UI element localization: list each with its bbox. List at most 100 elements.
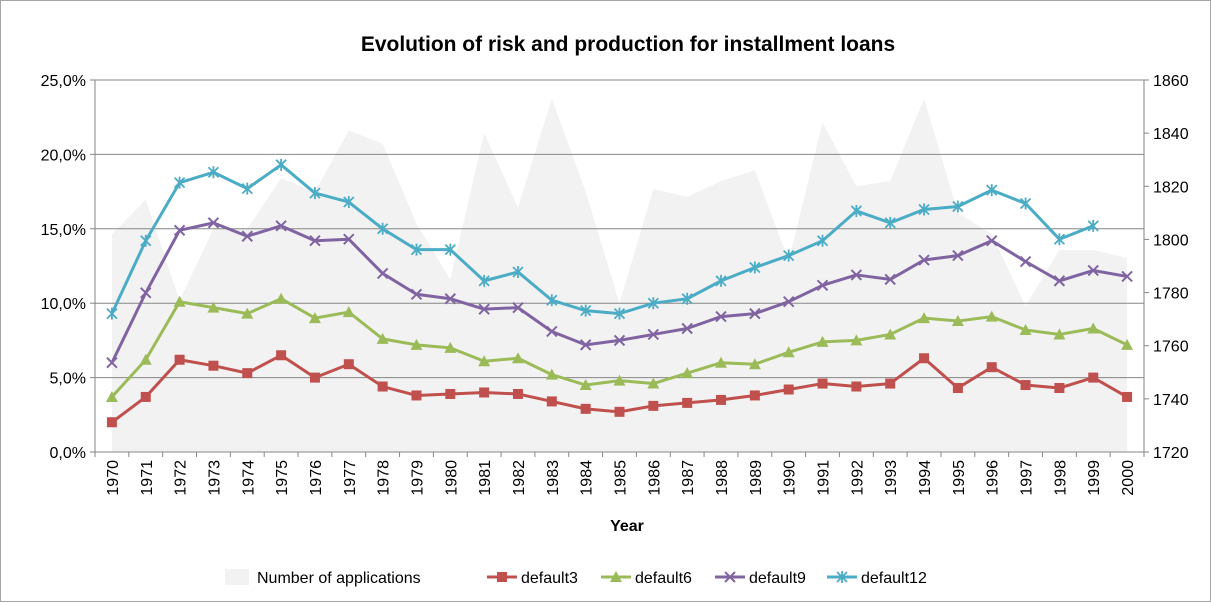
marker-default6 [139,353,152,365]
marker-default12 [241,182,253,195]
marker-default6 [173,295,186,307]
marker-default6 [715,356,728,368]
marker-default12 [410,243,423,256]
y2-tick-label: 1760 [1153,339,1189,356]
x-tick-label: 1971 [139,460,156,496]
marker-default9 [309,234,321,247]
marker-default9 [782,296,795,308]
marker-default9 [1053,275,1066,287]
marker-default12 [1019,197,1032,210]
y2-tick-label: 1780 [1153,286,1189,303]
marker-default3 [648,400,659,411]
marker-default9 [986,234,998,247]
marker-default3 [106,417,117,428]
marker-default9 [241,230,253,242]
marker-default9 [681,322,693,335]
x-tick-label: 1998 [1052,460,1069,496]
marker-default9 [647,328,660,341]
x-tick-label: 1991 [816,460,833,496]
x-tick-label: 1972 [173,460,190,496]
marker-default9 [410,288,423,300]
marker-default9 [850,269,863,281]
marker-default12 [478,274,490,287]
y-tick-label: 20,0% [41,147,86,164]
x-tick-label: 1975 [274,460,291,496]
marker-default6 [850,334,863,346]
marker-default12 [850,204,863,217]
x-tick-label: 1997 [1019,460,1036,496]
marker-default9 [749,307,761,320]
marker-default9 [512,301,524,314]
x-tick-label: 1999 [1086,460,1103,496]
marker-default6 [1087,322,1100,334]
marker-default6 [207,301,220,313]
marker-default6 [342,306,355,318]
marker-default3 [986,362,997,373]
marker-default9 [106,357,118,369]
y2-tick-label: 1800 [1153,232,1189,249]
marker-default12 [783,249,795,262]
legend-label-default12: default12 [861,570,927,587]
marker-default12 [444,243,456,256]
x-tick-label: 1995 [951,460,968,496]
marker-default3 [512,388,523,399]
marker-default3 [1054,383,1065,394]
marker-default6 [782,346,795,358]
marker-default3 [682,397,693,408]
marker-default6 [647,377,660,389]
y-tick-label: 0,0% [50,445,86,462]
y-tick-label: 25,0% [41,73,86,90]
marker-default6 [275,292,288,304]
marker-default9 [816,279,829,292]
marker-default3 [445,388,456,399]
x-tick-label: 1994 [917,460,934,496]
marker-default3 [749,390,760,401]
marker-default3 [242,368,253,379]
marker-default3 [1122,391,1133,402]
marker-default9 [140,287,152,299]
legend-swatch-marker-default9 [724,571,736,583]
marker-default3 [1088,372,1099,383]
legend-swatch-marker-default3 [497,572,507,582]
marker-default6 [918,312,931,324]
marker-default3 [377,381,388,392]
marker-default3 [343,359,354,370]
marker-default9 [275,220,287,232]
x-tick-label: 1973 [206,460,223,496]
marker-default9 [613,334,626,347]
marker-default6 [478,355,491,367]
marker-default12 [207,166,220,179]
marker-default3 [208,360,219,371]
x-tick-label: 1979 [409,460,426,496]
marker-default3 [817,378,828,389]
marker-default9 [207,217,220,229]
x-tick-label: 1993 [883,460,900,496]
marker-default12 [1053,233,1066,246]
x-tick-label: 1976 [308,460,325,496]
y2-tick-label: 1840 [1153,126,1189,143]
x-tick-label: 1977 [342,460,359,496]
legend-swatch-number-of-applications [225,569,249,585]
legend-label-default9: default9 [749,570,806,587]
marker-default12 [647,297,659,310]
y-tick-label: 15,0% [41,222,86,239]
marker-default12 [309,187,321,200]
legend-label-number-of-applications: Number of applications [257,570,421,587]
marker-default3 [885,378,896,389]
marker-default12 [749,261,761,274]
x-tick-label: 1988 [714,460,731,496]
y2-tick-label: 1860 [1153,73,1189,90]
marker-default12 [884,216,896,229]
x-tick-label: 1978 [376,460,393,496]
x-tick-label: 1985 [613,460,630,496]
marker-default12 [546,294,558,307]
x-tick-label: 1983 [545,460,562,496]
x-tick-label: 1989 [748,460,765,496]
marker-default6 [681,367,694,379]
marker-default3 [614,406,625,417]
marker-default3 [140,391,151,402]
marker-default12 [512,265,524,278]
marker-default3 [276,350,287,361]
marker-default3 [716,394,727,405]
